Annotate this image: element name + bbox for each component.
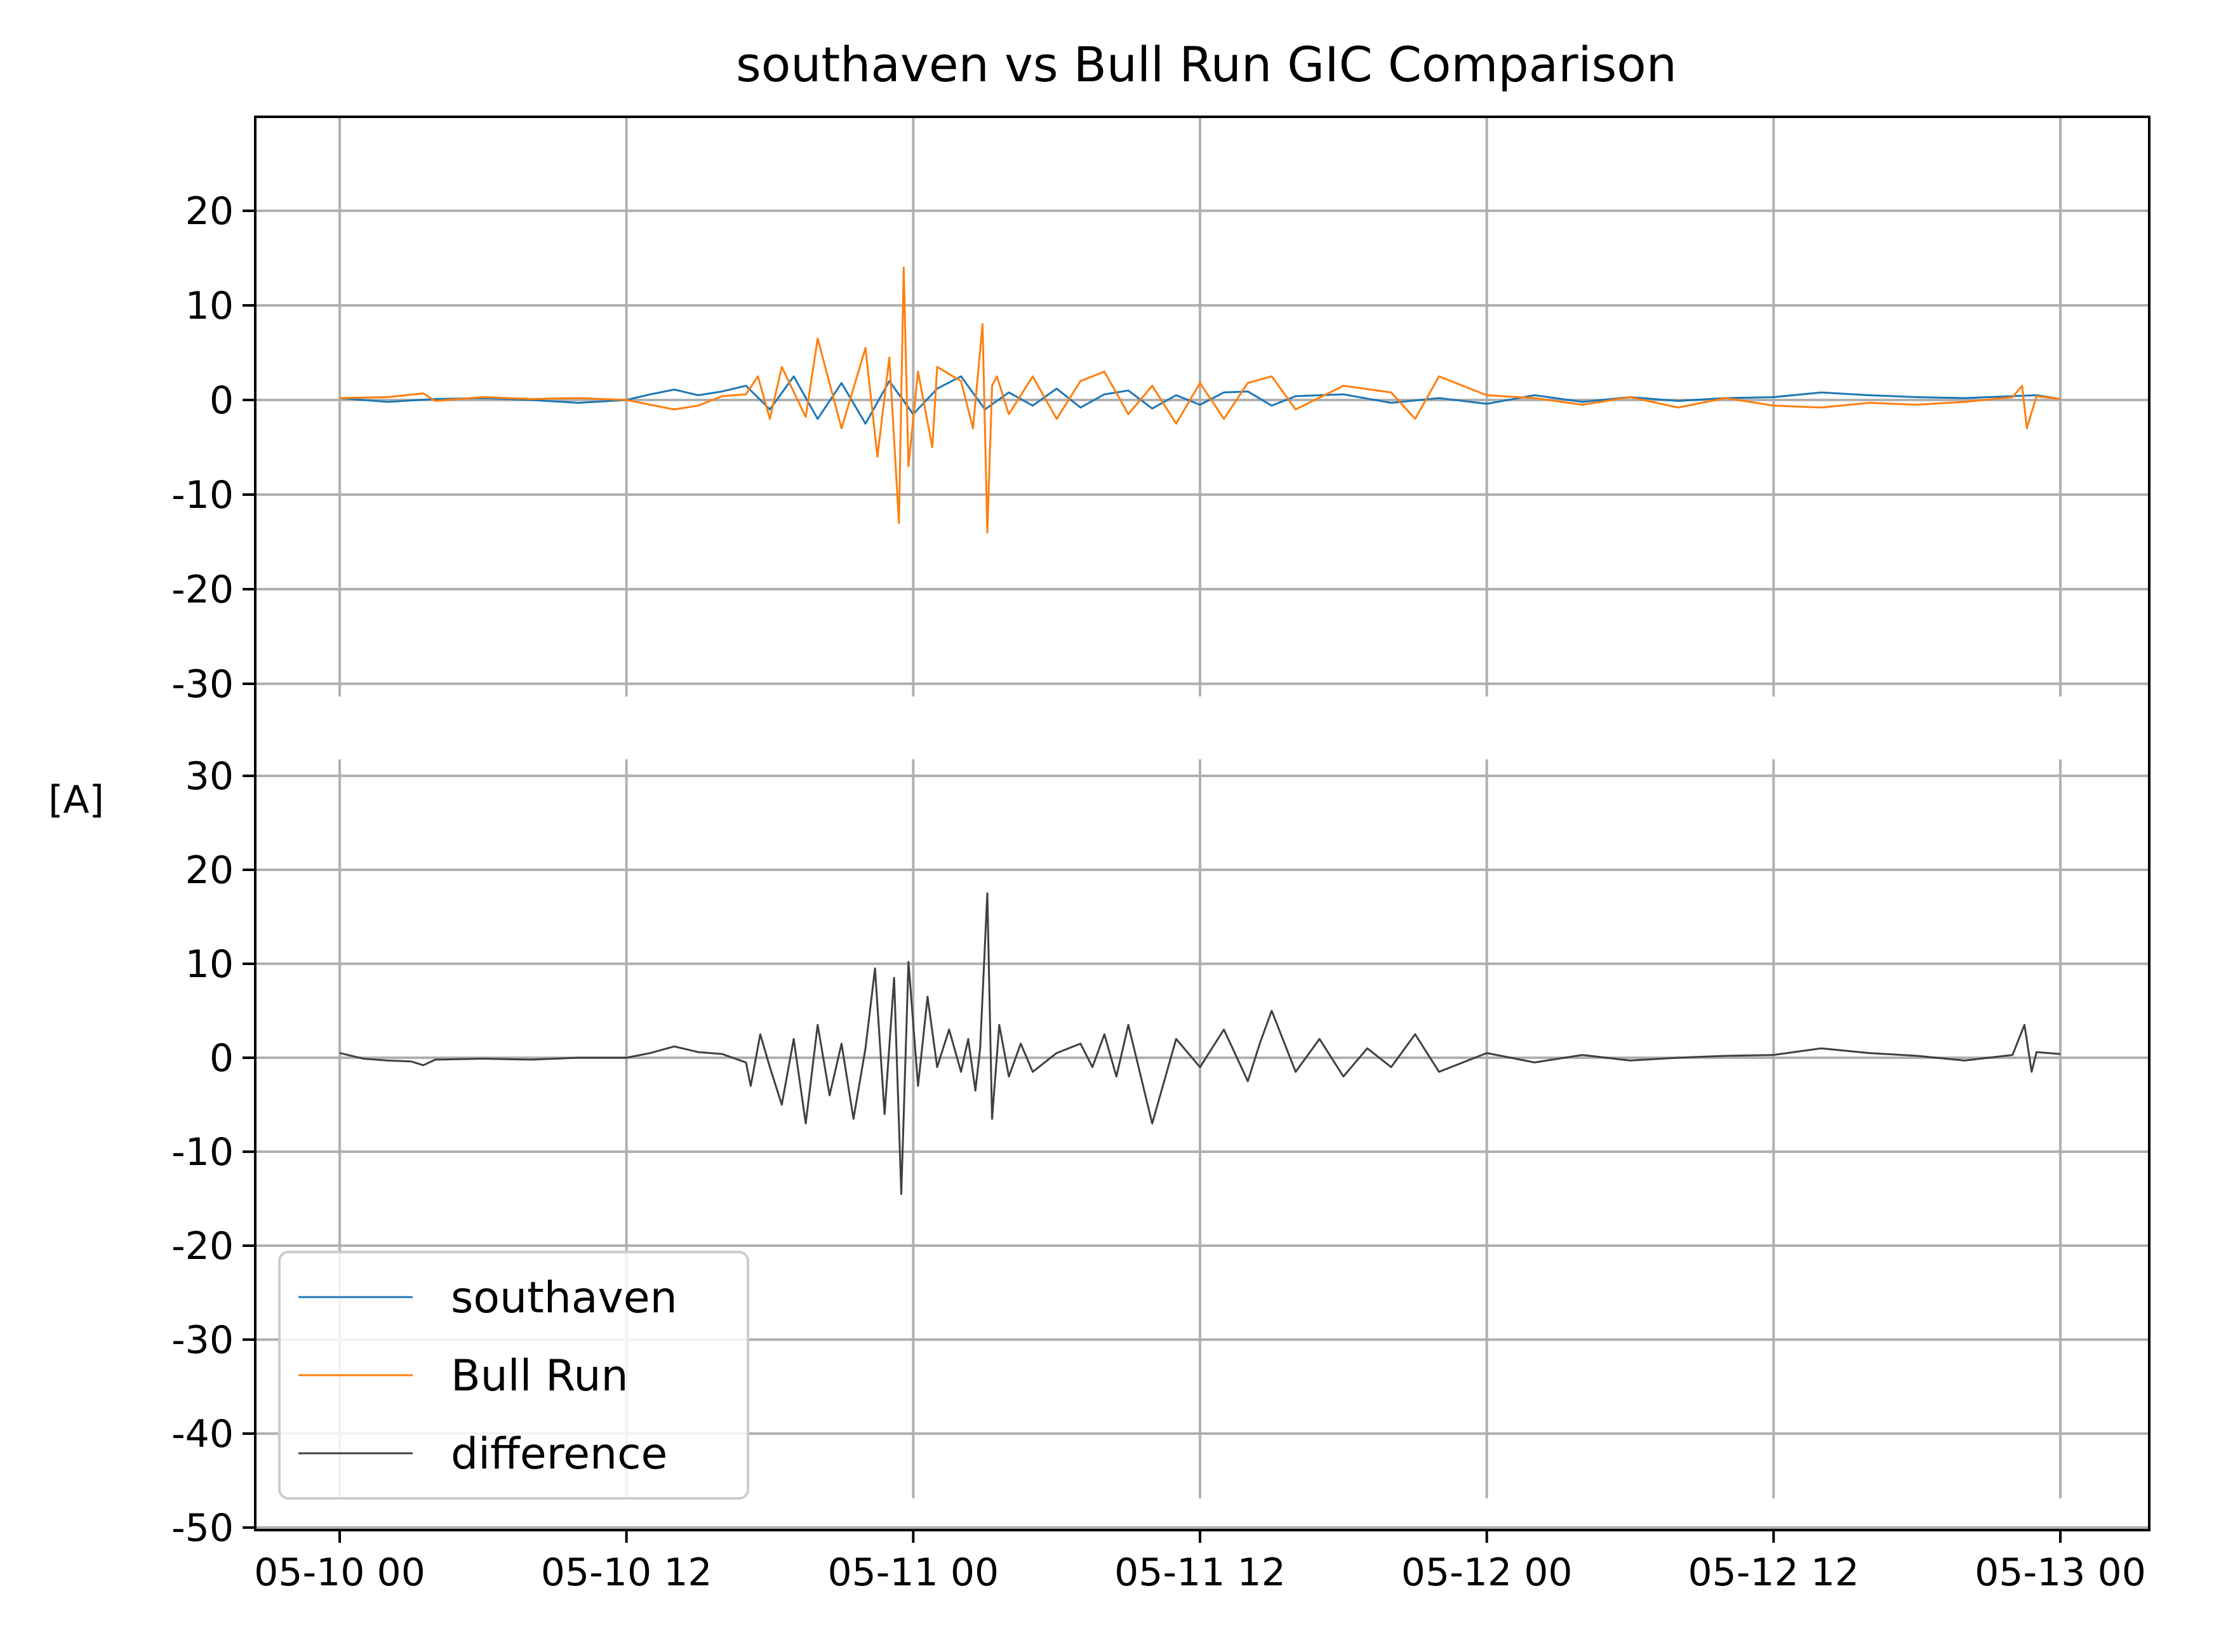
bottom-y-tick-label: 0: [210, 1036, 234, 1081]
x-tick-label: 05-10 12: [541, 1550, 712, 1595]
bottom-y-tick-label: 10: [185, 942, 234, 987]
bottom-series: [339, 892, 2061, 1196]
top-y-tick-label: 20: [185, 189, 234, 234]
x-tick-label: 05-12 12: [1688, 1550, 1859, 1595]
bottom-gridlines: [255, 759, 2149, 1529]
legend-box: [278, 1251, 749, 1500]
top-y-tick-label: 10: [185, 284, 234, 328]
top-panel: 20 10 0 -10 -20 -30: [171, 117, 2149, 707]
x-tick-label: 05-11 00: [827, 1550, 999, 1595]
bottom-y-tick-label: -40: [171, 1412, 234, 1456]
top-y-tick-label: -10: [171, 473, 234, 517]
top-ticks: 20 10 0 -10 -20 -30: [171, 189, 255, 707]
bottom-y-tick-label: -20: [171, 1224, 234, 1269]
top-series: [339, 266, 2061, 534]
top-y-tick-label: -20: [171, 568, 234, 612]
top-y-tick-label: -30: [171, 662, 234, 707]
legend: southaven Bull Run difference: [278, 1251, 749, 1500]
series-line-southaven: [339, 375, 2061, 425]
x-axis-ticks: 05-10 00 05-10 12 05-11 00 05-11 12 05-12 00…: [254, 1530, 2146, 1595]
legend-label-southaven: southaven: [451, 1273, 677, 1323]
series-line-bull-run: [339, 266, 2061, 534]
bottom-y-tick-label: 30: [185, 754, 234, 799]
plot-frame: [254, 116, 2151, 1531]
bottom-y-tick-label: -10: [171, 1130, 234, 1175]
chart-title: southaven vs Bull Run GIC Comparison: [736, 36, 1677, 93]
bottom-ticks: 30 20 10 0 -10 -20 -30 -40 -50: [171, 754, 255, 1550]
bottom-y-tick-label: -50: [171, 1506, 234, 1550]
top-gridlines: [255, 117, 2149, 696]
bottom-y-tick-label: -30: [171, 1318, 234, 1362]
bottom-panel: 30 20 10 0 -10 -20 -30 -40 -50: [171, 754, 2149, 1550]
top-y-tick-label: 0: [210, 378, 234, 423]
bottom-y-tick-label: 20: [185, 848, 234, 893]
x-tick-label: 05-12 00: [1401, 1550, 1573, 1595]
x-tick-label: 05-10 00: [254, 1550, 425, 1595]
legend-label-difference: difference: [451, 1429, 667, 1479]
x-tick-label: 05-13 00: [1975, 1550, 2146, 1595]
x-tick-label: 05-11 12: [1114, 1550, 1286, 1595]
legend-label-bull-run: Bull Run: [451, 1351, 629, 1401]
series-line-difference: [339, 892, 2061, 1196]
y-axis-label: [A]: [48, 778, 104, 822]
